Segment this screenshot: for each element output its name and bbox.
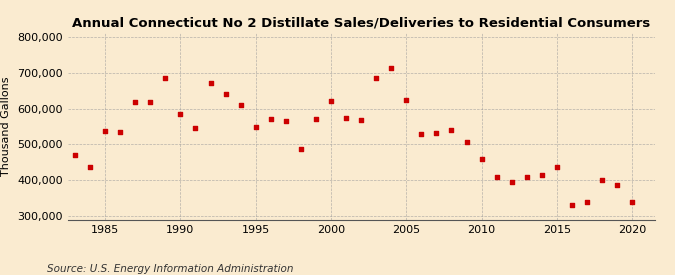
Point [130, 100, 140, 104]
Point [416, 131, 427, 136]
Point [386, 66, 397, 70]
Point [280, 119, 291, 123]
Point [70, 152, 80, 157]
Point [612, 183, 622, 187]
Point [446, 128, 457, 133]
Point [115, 130, 126, 134]
Point [401, 97, 412, 102]
Point [491, 175, 502, 179]
Point [551, 165, 562, 169]
Point [597, 178, 608, 182]
Point [521, 175, 532, 179]
Point [537, 173, 547, 177]
Point [356, 118, 367, 122]
Point [476, 156, 487, 161]
Point [220, 92, 231, 96]
Point [250, 125, 261, 129]
Y-axis label: Thousand Gallons: Thousand Gallons [1, 77, 11, 176]
Point [566, 203, 577, 207]
Point [461, 140, 472, 144]
Point [160, 75, 171, 80]
Text: Source: U.S. Energy Information Administration: Source: U.S. Energy Information Administ… [47, 264, 294, 274]
Point [371, 76, 381, 81]
Point [265, 116, 276, 121]
Point [145, 100, 156, 104]
Point [190, 125, 201, 130]
Point [431, 131, 442, 135]
Point [310, 116, 321, 121]
Point [205, 80, 216, 85]
Point [100, 129, 111, 133]
Point [627, 199, 638, 204]
Point [236, 103, 246, 107]
Point [325, 99, 336, 103]
Point [582, 200, 593, 205]
Point [84, 164, 95, 169]
Point [341, 115, 352, 120]
Title: Annual Connecticut No 2 Distillate Sales/Deliveries to Residential Consumers: Annual Connecticut No 2 Distillate Sales… [72, 16, 650, 29]
Point [175, 111, 186, 116]
Point [296, 147, 306, 151]
Point [506, 180, 517, 184]
